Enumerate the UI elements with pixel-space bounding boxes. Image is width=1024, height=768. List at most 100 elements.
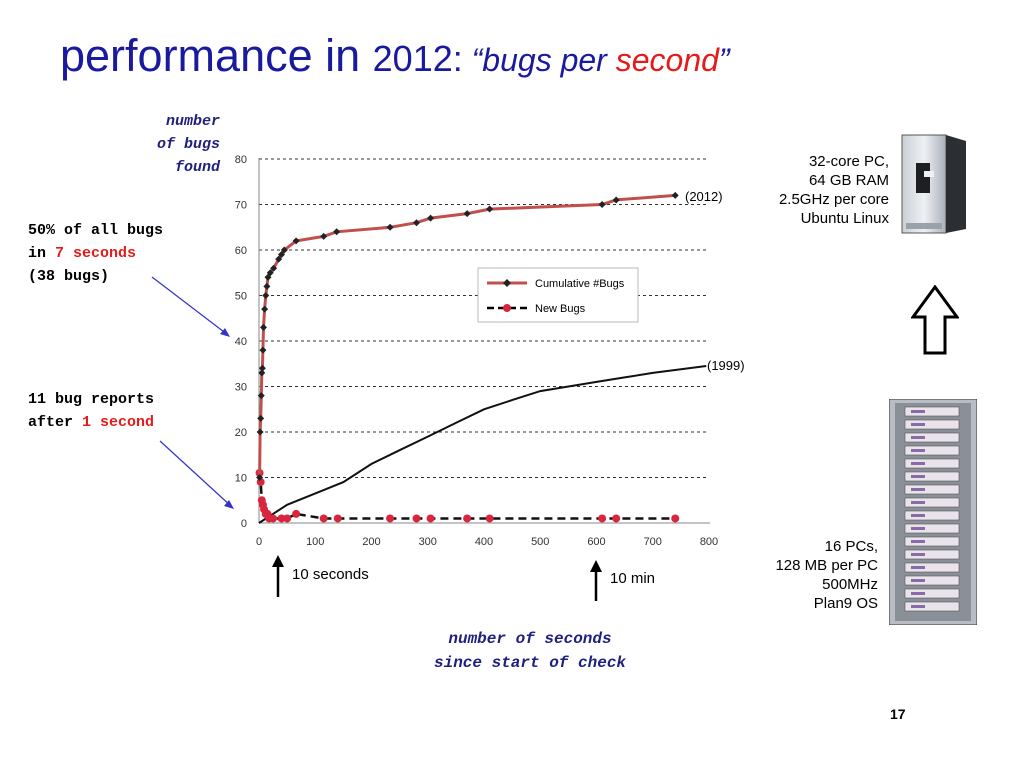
upgrade-arrow-icon (911, 285, 959, 355)
y-tick-label: 70 (235, 200, 247, 212)
rack-server-unit (904, 562, 960, 573)
rack-unit-light (911, 462, 925, 465)
new-bugs-point (426, 514, 435, 523)
rack-server-unit (904, 406, 960, 417)
marker-label-10-min: 10 min (610, 570, 656, 587)
annotation-eleven-line-1: 11 bug reports (28, 391, 155, 408)
cumulative-point (257, 392, 265, 400)
cumulative-point (671, 191, 679, 199)
cumulative-point (258, 369, 266, 377)
x-tick-label: 200 (362, 536, 380, 548)
x-tick-label: 500 (531, 536, 549, 548)
annotation-fifty-line-2-pre: in (28, 245, 56, 262)
cumulative-point (260, 323, 267, 331)
new-bugs-point (485, 514, 494, 523)
rack-server-unit (904, 445, 960, 456)
series-cumulative-bugs (256, 191, 679, 481)
cumulative-point (386, 223, 394, 231)
annotation-arrow-eleven (159, 440, 234, 509)
rack-unit-light (911, 592, 925, 595)
new-bugs-point (671, 514, 680, 523)
cumulative-point (413, 219, 420, 227)
y-axis-label: number of bugs found (120, 110, 220, 179)
rack-unit-light (911, 566, 925, 569)
new-bugs-point (292, 509, 301, 518)
rack-unit-light (911, 605, 925, 608)
title-quote-close: ” (718, 42, 730, 78)
annotation-eleven-line-2-red: 1 second (82, 414, 155, 431)
x-tick-label: 300 (419, 536, 437, 548)
x-tick-label: 0 (256, 536, 262, 548)
title-part1: performance in (60, 30, 373, 81)
annotation-fifty-line-3: (38 bugs) (28, 268, 110, 285)
rack-server-unit (904, 536, 960, 547)
old-spec-line-3: 500MHz (822, 576, 878, 593)
rack-server-unit (904, 484, 960, 495)
rack-unit-light (911, 501, 925, 504)
rack-server-unit (904, 471, 960, 482)
new-bugs-point (598, 514, 607, 523)
new-machine-specs: 32-core PC, 64 GB RAM 2.5GHz per core Ub… (779, 152, 889, 228)
cumulative-point (463, 210, 471, 218)
new-spec-line-1: 32-core PC, (808, 153, 889, 170)
workstation-image (901, 134, 966, 234)
new-spec-line-2: 64 GB RAM (808, 172, 889, 189)
rack-unit-light (911, 436, 925, 439)
rack-server-unit (904, 419, 960, 430)
rack-unit-light (911, 423, 925, 426)
x-tick-labels: 0 100 200 300 400 500 600 700 800 (256, 536, 718, 548)
rack-server-unit (904, 523, 960, 534)
rack-server-unit (904, 549, 960, 560)
new-bugs-point (277, 514, 286, 523)
old-spec-line-2: 128 MB per PC (775, 557, 878, 574)
cumulative-point (257, 414, 265, 422)
cumulative-point (292, 237, 300, 245)
old-machine-specs: 16 PCs, 128 MB per PC 500MHz Plan9 OS (775, 537, 878, 613)
marker-arrow-10s (272, 555, 284, 597)
rack-unit-light (911, 514, 925, 517)
y-axis-label-line-1: number (165, 113, 220, 130)
marker-arrow-10min (590, 560, 602, 601)
cumulative-point (280, 246, 288, 254)
legend-new-bugs-label: New Bugs (535, 303, 586, 315)
rack-server-unit (904, 458, 960, 469)
x-tick-label: 700 (644, 536, 662, 548)
server-rack-image (889, 399, 977, 625)
slide-title: performance in 2012: “bugs per second” (60, 30, 730, 82)
rack-server-unit (904, 497, 960, 508)
rack-server-unit (904, 601, 960, 612)
cumulative-point (259, 346, 267, 354)
x-tick-label: 600 (587, 536, 605, 548)
marker-label-10-seconds: 10 seconds (292, 566, 369, 583)
cumulative-point (278, 251, 285, 259)
label-2012: (2012) (685, 189, 723, 204)
annotation-arrow-fifty (151, 276, 230, 337)
x-axis-label-line-1: number of seconds (448, 630, 612, 648)
rack-unit-light (911, 449, 925, 452)
cumulative-point (261, 305, 269, 313)
x-tick-label: 800 (700, 536, 718, 548)
cumulative-point (612, 196, 620, 204)
label-1999: (1999) (707, 358, 745, 373)
cumulative-point (486, 205, 494, 213)
cumulative-point (256, 428, 264, 436)
series-new-bugs-line (258, 472, 676, 520)
new-bugs-point (612, 514, 621, 523)
old-spec-line-4: Plan9 OS (813, 595, 878, 612)
new-spec-line-3: 2.5GHz per core (778, 191, 889, 208)
title-quote-open: “ (462, 42, 483, 78)
rack-unit-light (911, 540, 925, 543)
new-bugs-point (463, 514, 472, 523)
rack-unit-light (911, 553, 925, 556)
new-bugs-point (319, 514, 328, 523)
y-tick-label: 50 (235, 291, 247, 303)
annotation-fifty-line-1: 50% of all bugs (28, 222, 164, 239)
cumulative-point (427, 214, 435, 222)
y-tick-label: 0 (241, 518, 247, 530)
new-bugs-point (386, 514, 395, 523)
y-tick-label: 30 (235, 382, 247, 394)
cumulative-point (262, 292, 270, 299)
rack-unit-light (911, 527, 925, 530)
cumulative-point (320, 232, 328, 240)
x-tick-label: 100 (306, 536, 324, 548)
